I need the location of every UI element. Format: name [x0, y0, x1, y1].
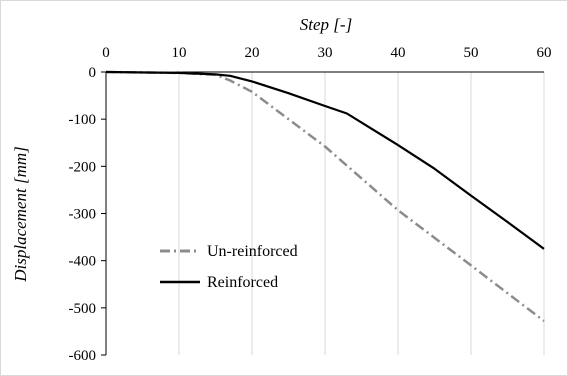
grid-lines — [178, 72, 545, 355]
y-tick-label-0: 0 — [89, 65, 97, 81]
x-tick-label-20: 20 — [245, 45, 260, 61]
x-tick-label-30: 30 — [318, 45, 333, 61]
series-lines — [105, 70, 545, 322]
y-tick-label--100: -100 — [69, 112, 97, 128]
x-tick-label-60: 60 — [537, 45, 552, 61]
x-tick-label-10: 10 — [172, 45, 187, 61]
legend-label-un-reinforced: Un-reinforced — [207, 243, 298, 260]
legend: Un-reinforced Reinforced — [160, 243, 298, 291]
y-tick-label--400: -400 — [69, 254, 97, 270]
y-tick-label--600: -600 — [69, 348, 97, 364]
x-axis-title: Step [-] — [300, 15, 352, 34]
x-tick-label-0: 0 — [102, 45, 110, 61]
series-line-reinforced — [105, 70, 545, 250]
y-axis-title: Displacement [mm] — [11, 146, 30, 283]
y-tick-label--500: -500 — [69, 301, 97, 317]
x-tick-label-50: 50 — [464, 45, 479, 61]
x-tick-label-40: 40 — [391, 45, 406, 61]
y-tick-label--300: -300 — [69, 207, 97, 223]
y-tick-label--200: -200 — [69, 159, 97, 175]
legend-label-reinforced: Reinforced — [207, 274, 278, 291]
